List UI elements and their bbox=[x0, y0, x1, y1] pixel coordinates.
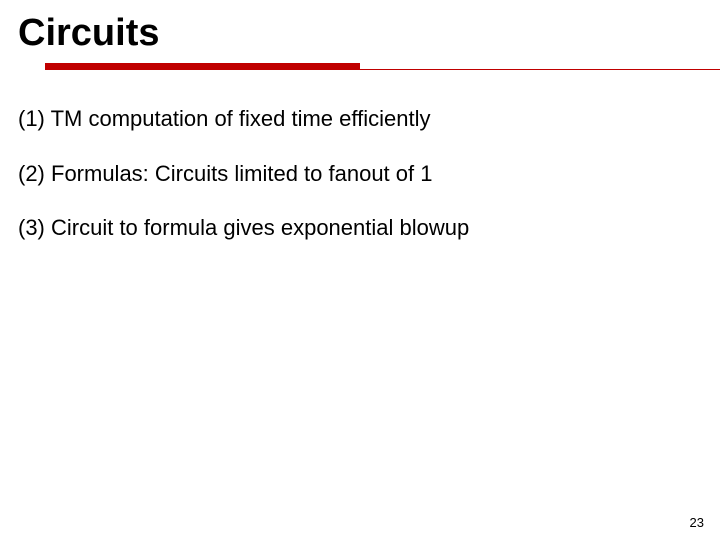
title-divider bbox=[0, 63, 720, 73]
content-area: (1) TM computation of fixed time efficie… bbox=[0, 73, 720, 243]
divider-thin-line bbox=[45, 69, 720, 70]
bullet-item: (2) Formulas: Circuits limited to fanout… bbox=[18, 160, 696, 189]
page-title: Circuits bbox=[0, 0, 720, 55]
bullet-item: (3) Circuit to formula gives exponential… bbox=[18, 214, 696, 243]
page-number: 23 bbox=[690, 515, 704, 530]
bullet-item: (1) TM computation of fixed time efficie… bbox=[18, 105, 696, 134]
